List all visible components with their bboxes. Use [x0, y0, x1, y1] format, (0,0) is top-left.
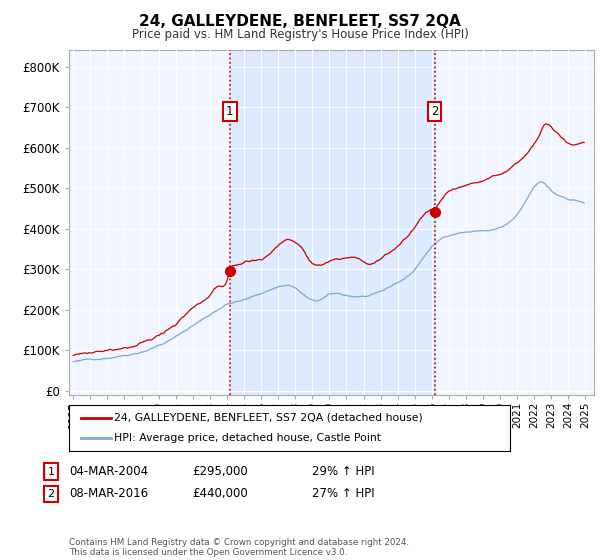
- Text: 2: 2: [431, 105, 439, 118]
- Text: 24, GALLEYDENE, BENFLEET, SS7 2QA: 24, GALLEYDENE, BENFLEET, SS7 2QA: [139, 14, 461, 29]
- Text: 1: 1: [226, 105, 233, 118]
- Bar: [230, 50, 435, 395]
- Text: 1: 1: [47, 466, 55, 477]
- Text: Contains HM Land Registry data © Crown copyright and database right 2024.
This d: Contains HM Land Registry data © Crown c…: [69, 538, 409, 557]
- Text: HPI: Average price, detached house, Castle Point: HPI: Average price, detached house, Cast…: [114, 433, 381, 443]
- Text: 27% ↑ HPI: 27% ↑ HPI: [312, 487, 374, 501]
- Text: £295,000: £295,000: [192, 465, 248, 478]
- Text: 04-MAR-2004: 04-MAR-2004: [69, 465, 148, 478]
- Text: 24, GALLEYDENE, BENFLEET, SS7 2QA (detached house): 24, GALLEYDENE, BENFLEET, SS7 2QA (detac…: [114, 413, 423, 423]
- Text: Price paid vs. HM Land Registry's House Price Index (HPI): Price paid vs. HM Land Registry's House …: [131, 28, 469, 41]
- Text: £440,000: £440,000: [192, 487, 248, 501]
- Text: 08-MAR-2016: 08-MAR-2016: [69, 487, 148, 501]
- Text: 29% ↑ HPI: 29% ↑ HPI: [312, 465, 374, 478]
- Text: 2: 2: [47, 489, 55, 499]
